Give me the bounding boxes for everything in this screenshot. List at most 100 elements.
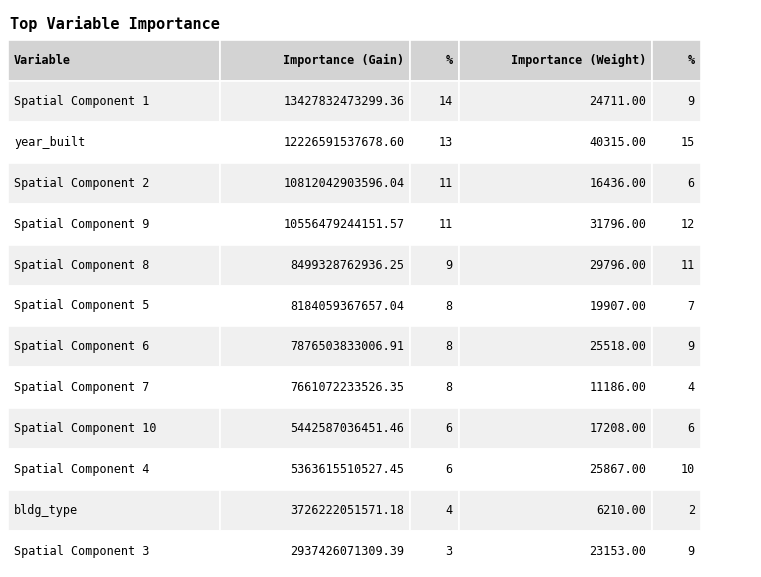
Bar: [221, 286, 410, 327]
Bar: [652, 368, 701, 409]
Text: 29796.00: 29796.00: [590, 258, 646, 272]
Bar: [221, 81, 410, 122]
Bar: [8, 40, 221, 81]
Text: 13: 13: [438, 136, 453, 149]
Bar: [459, 327, 652, 368]
Text: 19907.00: 19907.00: [590, 299, 646, 313]
Bar: [410, 81, 459, 122]
Text: 6210.00: 6210.00: [597, 504, 646, 517]
Text: 4: 4: [688, 381, 695, 394]
Bar: [459, 122, 652, 163]
Text: 15: 15: [680, 136, 695, 149]
Text: 25518.00: 25518.00: [590, 340, 646, 354]
Text: %: %: [446, 54, 453, 67]
Bar: [221, 204, 410, 245]
Text: 6: 6: [446, 463, 453, 476]
Bar: [221, 245, 410, 286]
Bar: [221, 368, 410, 409]
Bar: [8, 245, 221, 286]
Bar: [8, 368, 221, 409]
Bar: [652, 327, 701, 368]
Text: 7876503833006.91: 7876503833006.91: [290, 340, 404, 354]
Bar: [459, 409, 652, 449]
Bar: [221, 490, 410, 531]
Bar: [410, 286, 459, 327]
Text: 6: 6: [688, 422, 695, 435]
Text: Spatial Component 1: Spatial Component 1: [14, 95, 149, 108]
Text: Importance (Gain): Importance (Gain): [283, 54, 404, 67]
Bar: [459, 490, 652, 531]
Bar: [410, 122, 459, 163]
Text: %: %: [688, 54, 695, 67]
Bar: [8, 531, 221, 572]
Text: 9: 9: [688, 545, 695, 558]
Text: Spatial Component 5: Spatial Component 5: [14, 299, 149, 313]
Text: Spatial Component 4: Spatial Component 4: [14, 463, 149, 476]
Text: Spatial Component 10: Spatial Component 10: [14, 422, 157, 435]
Text: 7: 7: [688, 299, 695, 313]
Bar: [8, 204, 221, 245]
Text: Spatial Component 6: Spatial Component 6: [14, 340, 149, 354]
Bar: [652, 163, 701, 204]
Bar: [652, 409, 701, 449]
Text: 2937426071309.39: 2937426071309.39: [290, 545, 404, 558]
Bar: [652, 531, 701, 572]
Bar: [459, 449, 652, 490]
Bar: [8, 449, 221, 490]
Text: 6: 6: [688, 177, 695, 190]
Bar: [652, 490, 701, 531]
Text: 10556479244151.57: 10556479244151.57: [283, 218, 404, 231]
Bar: [221, 409, 410, 449]
Text: 11: 11: [438, 177, 453, 190]
Text: 23153.00: 23153.00: [590, 545, 646, 558]
Text: 11: 11: [438, 218, 453, 231]
Bar: [221, 122, 410, 163]
Text: Spatial Component 3: Spatial Component 3: [14, 545, 149, 558]
Text: Top Variable Importance: Top Variable Importance: [10, 16, 220, 32]
Bar: [410, 245, 459, 286]
Text: Spatial Component 7: Spatial Component 7: [14, 381, 149, 394]
Bar: [652, 286, 701, 327]
Text: year_built: year_built: [14, 136, 85, 149]
Text: 5442587036451.46: 5442587036451.46: [290, 422, 404, 435]
Text: 2: 2: [688, 504, 695, 517]
Bar: [8, 81, 221, 122]
Text: 3726222051571.18: 3726222051571.18: [290, 504, 404, 517]
Bar: [410, 531, 459, 572]
Bar: [221, 163, 410, 204]
Bar: [410, 327, 459, 368]
Text: 10: 10: [680, 463, 695, 476]
Text: Spatial Component 2: Spatial Component 2: [14, 177, 149, 190]
Bar: [410, 40, 459, 81]
Bar: [221, 327, 410, 368]
Bar: [8, 163, 221, 204]
Bar: [221, 40, 410, 81]
Text: bldg_type: bldg_type: [14, 504, 78, 517]
Bar: [8, 409, 221, 449]
Bar: [410, 163, 459, 204]
Bar: [410, 368, 459, 409]
Bar: [8, 490, 221, 531]
Bar: [459, 204, 652, 245]
Text: 12226591537678.60: 12226591537678.60: [283, 136, 404, 149]
Bar: [410, 409, 459, 449]
Text: Importance (Weight): Importance (Weight): [511, 54, 646, 67]
Text: 12: 12: [680, 218, 695, 231]
Text: 9: 9: [688, 340, 695, 354]
Text: 8: 8: [446, 299, 453, 313]
Bar: [459, 40, 652, 81]
Bar: [410, 204, 459, 245]
Text: 8: 8: [446, 381, 453, 394]
Text: Spatial Component 9: Spatial Component 9: [14, 218, 149, 231]
Text: 14: 14: [438, 95, 453, 108]
Bar: [459, 81, 652, 122]
Text: 16436.00: 16436.00: [590, 177, 646, 190]
Text: 40315.00: 40315.00: [590, 136, 646, 149]
Bar: [459, 163, 652, 204]
Bar: [652, 81, 701, 122]
Bar: [652, 449, 701, 490]
Bar: [652, 245, 701, 286]
Text: 25867.00: 25867.00: [590, 463, 646, 476]
Text: 5363615510527.45: 5363615510527.45: [290, 463, 404, 476]
Text: 31796.00: 31796.00: [590, 218, 646, 231]
